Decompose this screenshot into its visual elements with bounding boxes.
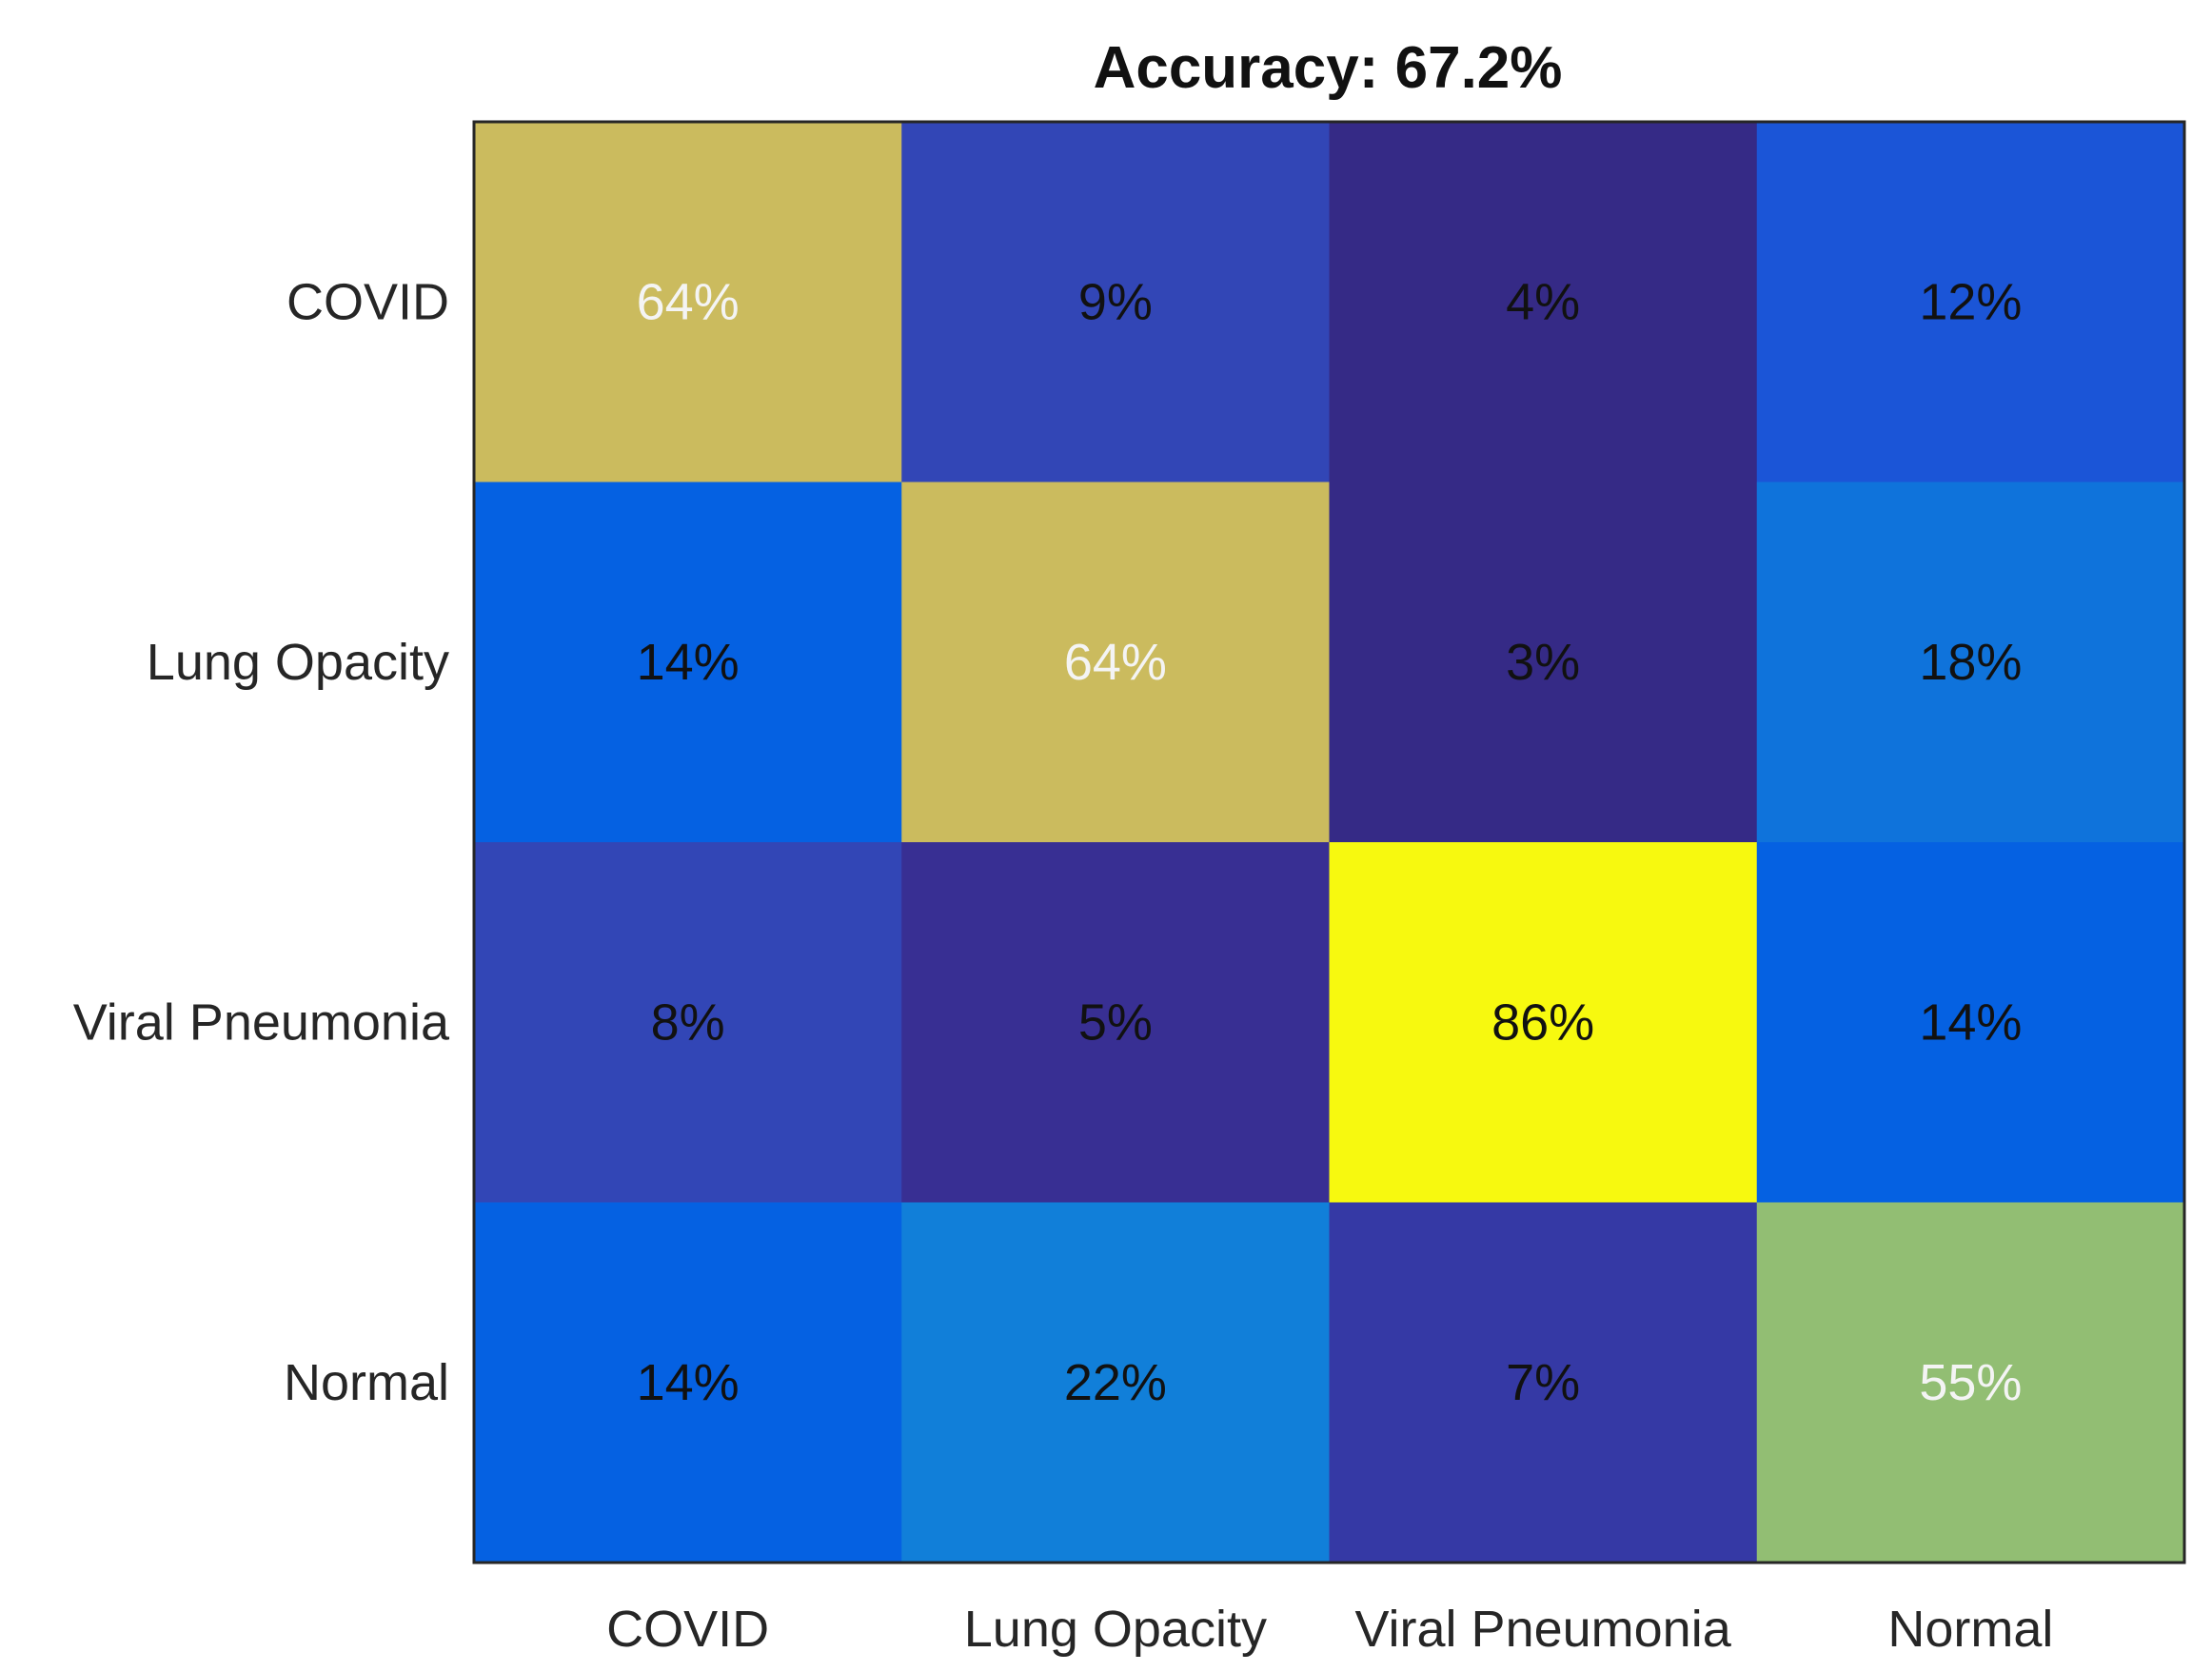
cell-value-label: 4% (1506, 273, 1580, 330)
heatmap-cell-viral-pneumonia-vs-lung-opacity (901, 842, 1331, 1204)
cell-value-label: 55% (1919, 1354, 2022, 1411)
cell-value-label: 18% (1919, 634, 2022, 691)
y-tick-label: COVID (286, 273, 449, 330)
heatmap-cell-normal-vs-covid (474, 1202, 902, 1564)
heatmap-cell-lung-opacity-vs-viral-pneumonia (1329, 482, 1758, 843)
heatmap-cell-covid-vs-covid (474, 122, 902, 483)
heatmap-cell-normal-vs-viral-pneumonia (1329, 1202, 1758, 1564)
x-tick-label: Lung Opacity (964, 1601, 1267, 1658)
cell-value-label: 5% (1078, 993, 1153, 1051)
cell-value-label: 9% (1078, 273, 1153, 330)
x-tick-label: Viral Pneumonia (1355, 1601, 1732, 1658)
cell-value-label: 64% (637, 273, 740, 330)
y-tick-label: Lung Opacity (147, 634, 449, 691)
heatmap-cell-covid-vs-viral-pneumonia (1329, 122, 1758, 483)
cell-value-label: 7% (1506, 1354, 1580, 1411)
x-tick-label: Normal (1887, 1601, 2053, 1658)
heatmap-cell-viral-pneumonia-vs-viral-pneumonia (1329, 842, 1758, 1204)
cell-value-label: 14% (637, 1354, 740, 1411)
heatmap-cell-covid-vs-normal (1756, 122, 2185, 483)
heatmap-cell-normal-vs-normal (1756, 1202, 2185, 1564)
y-axis-tick-labels: COVID Lung Opacity Viral Pneumonia Normal (73, 273, 450, 1411)
cell-value-label: 3% (1506, 634, 1580, 691)
chart-title: Accuracy: 67.2% (1094, 35, 1563, 101)
heatmap-cell-lung-opacity-vs-lung-opacity (901, 482, 1331, 843)
heatmap-cell-covid-vs-lung-opacity (901, 122, 1331, 483)
heatmap-cells (474, 122, 2185, 1564)
cell-value-label: 22% (1064, 1354, 1167, 1411)
heatmap-cell-lung-opacity-vs-normal (1756, 482, 2185, 843)
cell-value-label: 64% (1064, 634, 1167, 691)
x-tick-label: COVID (606, 1601, 769, 1658)
cell-value-label: 14% (1919, 993, 2022, 1051)
plot-frame (472, 120, 2186, 1564)
cell-value-label: 8% (651, 993, 725, 1051)
y-tick-label: Normal (284, 1354, 449, 1411)
y-tick-label: Viral Pneumonia (73, 993, 450, 1051)
heatmap-cell-viral-pneumonia-vs-normal (1756, 842, 2185, 1204)
heatmap-cell-labels: 64% 9% 4% 12% 14% 64% 3% 18% 8% 5% 86% 14% 14% 22% 7% 5… (637, 273, 2023, 1411)
x-axis-tick-labels: COVID Lung Opacity Viral Pneumonia Normal (606, 1601, 2053, 1658)
heatmap-cell-normal-vs-lung-opacity (901, 1202, 1331, 1564)
cell-value-label: 86% (1491, 993, 1594, 1051)
cell-value-label: 12% (1919, 273, 2022, 330)
heatmap-cell-viral-pneumonia-vs-covid (474, 842, 902, 1204)
cell-value-label: 14% (637, 634, 740, 691)
heatmap-cell-lung-opacity-vs-covid (474, 482, 902, 843)
